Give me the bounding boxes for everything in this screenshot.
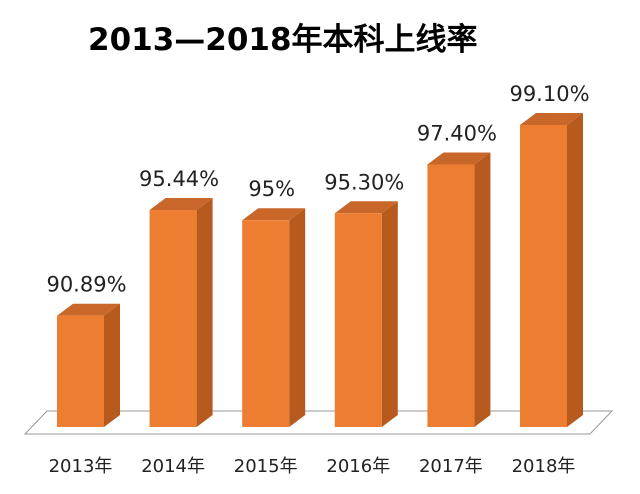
x-tick-label: 2017年 [419,456,483,477]
bar [57,315,104,427]
chart-title: 2013—2018年本科上线率 [88,22,478,58]
bar-side [474,152,491,427]
bar [520,125,567,427]
bar [427,164,475,427]
bar-side [104,303,120,427]
bar-side [196,198,213,427]
data-label: 97.40% [417,121,497,145]
x-tick-label: 2016年 [326,456,390,477]
data-label: 95% [248,177,295,201]
data-label: 90.89% [46,273,126,297]
bar-top [242,208,306,221]
data-label: 95.30% [324,170,404,194]
bar-side [381,201,398,427]
data-label: 95.44% [139,167,219,191]
x-tick-label: 2013年 [49,456,113,477]
bar [334,213,382,427]
x-tick-label: 2015年 [234,456,298,477]
bar-top [149,198,213,211]
x-tick-label: 2018年 [512,456,576,477]
bar-top [334,201,398,214]
bar-top [427,152,491,165]
bar [149,210,197,427]
bar-side [289,208,306,427]
x-tick-label: 2014年 [141,456,205,477]
bar-top [520,113,583,125]
bar [242,220,290,427]
data-label: 99.10% [509,82,589,106]
bar-top [57,303,120,316]
bar-side [567,113,583,427]
